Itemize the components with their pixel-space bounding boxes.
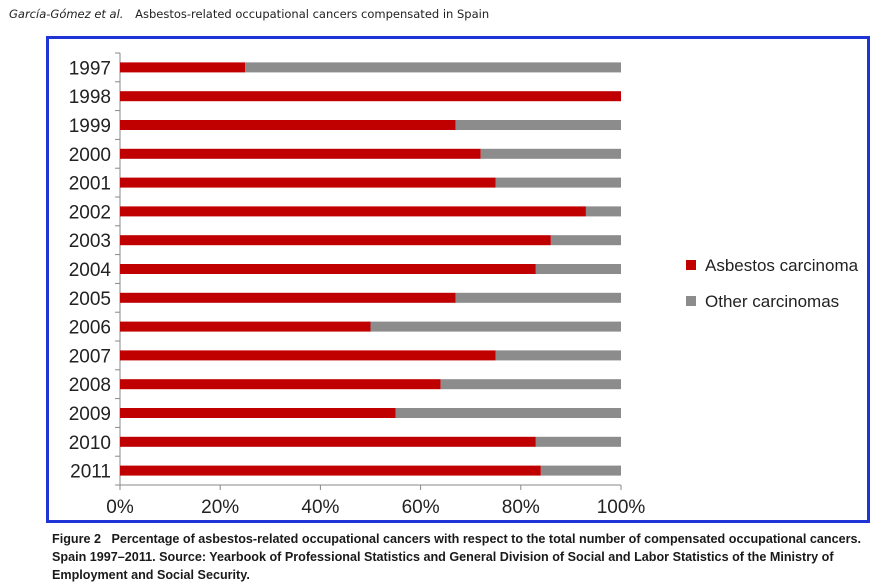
bar-asbestos-2005 [120,292,456,303]
y-tick-label: 2008 [69,375,111,396]
bar-other-2003 [550,235,621,246]
y-tick-label: 2000 [69,145,111,166]
bar-other-2011 [540,465,621,476]
y-tick-label: 2009 [69,404,111,425]
bar-other-2001 [495,177,621,188]
figure-frame: 1997 1998 1999 2000 2001 2002 2003 2004 2005 2006… [46,36,870,523]
y-tick-label: 2003 [69,231,111,252]
bar-asbestos-2004 [120,264,536,274]
bar-asbestos-1997 [120,62,246,73]
bar-other-2004 [535,264,621,274]
bar-asbestos-2008 [120,379,441,390]
y-tick-label: 2004 [69,260,112,281]
x-tick-label: 60% [402,497,440,518]
legend-label-asbestos: Asbestos carcinoma [705,256,859,275]
bar-asbestos-2011 [120,465,541,476]
x-tick-label: 80% [502,497,540,518]
figure-caption: Figure 2 Percentage of asbestos-related … [52,530,870,584]
bar-other-2009 [395,408,621,418]
stacked-bar-chart: 1997 1998 1999 2000 2001 2002 2003 2004 2005 2006… [69,52,859,518]
y-tick-label: 2001 [69,174,111,195]
bar-other-2010 [535,436,621,447]
header-title: Asbestos-related occupational cancers co… [135,7,490,21]
bar-other-2007 [495,350,621,361]
bar-asbestos-2006 [120,321,371,332]
bar-asbestos-2007 [120,350,496,361]
bar-other-2006 [370,321,621,332]
running-header: García-Gómez et al. Asbestos-related occ… [9,7,489,21]
x-tick-label: 0% [106,497,134,518]
bar-asbestos-1998 [120,91,621,102]
x-tick-label: 20% [201,497,239,518]
bar-asbestos-1999 [120,120,456,130]
caption-label: Figure 2 [52,532,101,546]
y-tick-label: 2002 [69,202,111,223]
y-tick-label: 2007 [69,346,111,367]
bar-other-2002 [585,206,621,217]
legend-swatch-asbestos [686,260,696,270]
y-tick-label: 1998 [69,87,111,108]
y-tick-label: 1999 [69,116,111,137]
y-tick-label: 2006 [69,318,111,339]
bar-other-2000 [480,148,621,159]
bar-asbestos-2002 [120,206,586,217]
bar-asbestos-2003 [120,235,551,246]
caption-text: Percentage of asbestos-related occupatio… [52,532,862,582]
header-authors: García-Gómez et al. [9,7,124,21]
bar-other-2005 [455,292,621,303]
y-tick-label: 1997 [69,58,111,79]
y-tick-label: 2010 [69,433,111,454]
y-tick-label: 2011 [70,462,111,483]
bar-other-1997 [245,62,621,73]
x-tick-label: 40% [301,497,339,518]
bar-other-2008 [440,379,621,390]
bar-asbestos-2009 [120,408,396,418]
bar-other-1999 [455,120,621,130]
y-tick-label: 2005 [69,289,111,310]
x-tick-label: 100% [597,497,646,518]
legend-label-other: Other carcinomas [705,292,839,311]
legend-swatch-other [686,296,696,306]
bar-asbestos-2001 [120,177,496,188]
bar-asbestos-2010 [120,436,536,447]
bar-asbestos-2000 [120,148,481,159]
